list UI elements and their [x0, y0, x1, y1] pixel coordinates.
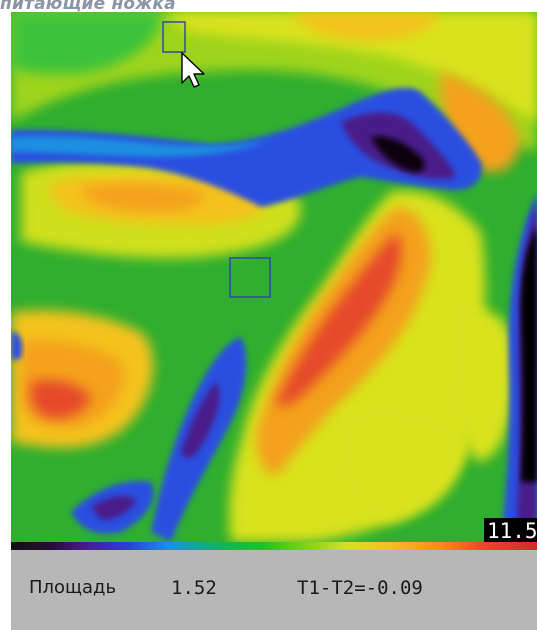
area-value: 1.52 [171, 577, 217, 599]
temperature-difference: T1-T2=-0.09 [297, 577, 423, 599]
roi-box-2[interactable] [229, 257, 271, 298]
roi-box-1[interactable] [162, 21, 186, 53]
status-bar: Площадь 1.52 T1-T2=-0.09 [11, 550, 537, 630]
area-label: Площадь [29, 577, 117, 598]
thermal-image-viewer[interactable]: 11.5 [11, 12, 537, 542]
thermal-image [11, 12, 537, 542]
temperature-readout: 11.5 [484, 518, 537, 542]
arrow-pointer-icon [181, 52, 205, 88]
color-palette-bar [11, 542, 537, 550]
page-title: питающие ножка [0, 0, 176, 14]
